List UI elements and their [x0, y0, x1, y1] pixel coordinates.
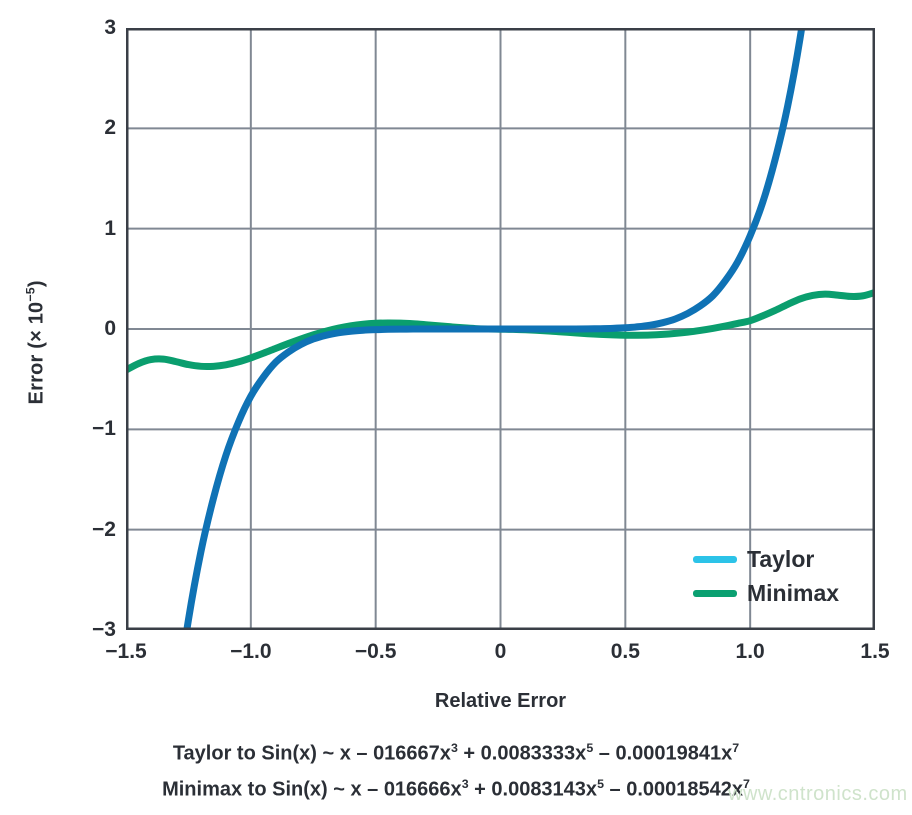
- caption-minimax-mid2: – 0.00018542x: [603, 778, 743, 801]
- x-tick-label: 0.5: [610, 640, 640, 663]
- y-tick-label: −2: [92, 517, 116, 541]
- caption-taylor-mid1: + 0.0083333x: [457, 742, 587, 765]
- x-tick-label: 1.0: [735, 640, 765, 663]
- caption-minimax-exp3: 7: [743, 776, 750, 791]
- legend-label-taylor: Taylor: [747, 545, 815, 572]
- y-axis-title: Error (× 10−5): [24, 212, 49, 472]
- chart-legend: Taylor Minimax: [693, 543, 839, 609]
- series-line-taylor: [183, 28, 806, 630]
- y-axis-title-pre: Error (× 10: [25, 301, 48, 405]
- x-tick-label: 0: [494, 640, 507, 663]
- caption-taylor-exp3: 7: [732, 741, 740, 755]
- caption-minimax-mid1: + 0.0083143x: [468, 778, 598, 801]
- x-tick-label: 1.5: [860, 640, 890, 663]
- caption-taylor-exp1: 3: [450, 741, 458, 755]
- y-axis-title-post: ): [25, 280, 48, 288]
- plot-area: [126, 28, 875, 630]
- y-tick-label: 1: [104, 216, 116, 240]
- y-axis-tick-labels: 3 2 1 0 −1 −2 −3: [60, 0, 116, 815]
- y-tick-label: 3: [104, 16, 116, 39]
- legend-item-taylor[interactable]: Taylor: [693, 543, 839, 575]
- legend-item-minimax[interactable]: Minimax: [693, 577, 839, 609]
- caption-minimax-exp2: 5: [597, 776, 604, 791]
- x-tick-label: −1.5: [105, 640, 147, 663]
- x-axis-title: Relative Error: [434, 690, 567, 712]
- caption-taylor-mid2: – 0.00019841x: [593, 742, 733, 765]
- caption-minimax-exp1: 3: [461, 776, 469, 791]
- y-tick-label: −1: [92, 417, 116, 441]
- plot-svg: [126, 28, 875, 630]
- x-tick-label: −0.5: [354, 640, 397, 663]
- y-tick-label: 2: [104, 116, 116, 140]
- y-tick-label: 0: [104, 317, 116, 340]
- series-lines: [126, 28, 875, 630]
- caption-line-minimax: Minimax to Sin(x) ~ x – 016666x3 + 0.008…: [0, 769, 912, 805]
- chart-caption: Taylor to Sin(x) ~ x – 016667x3 + 0.0083…: [0, 733, 912, 804]
- watermark: www.cntronics.com: [728, 783, 908, 805]
- legend-swatch-minimax: [693, 589, 737, 597]
- plot-frame: [126, 28, 875, 630]
- x-tick-label: −1.0: [230, 640, 272, 663]
- caption-minimax-pre: Minimax to Sin(x) ~ x – 016666x: [162, 778, 462, 801]
- legend-label-minimax: Minimax: [747, 579, 840, 606]
- y-axis-title-exponent: −5: [23, 287, 38, 302]
- caption-taylor-exp2: 5: [586, 741, 594, 755]
- y-tick-label: −3: [92, 618, 116, 641]
- legend-swatch-taylor: [693, 555, 737, 563]
- caption-line-taylor: Taylor to Sin(x) ~ x – 016667x3 + 0.0083…: [0, 733, 912, 769]
- caption-taylor-pre: Taylor to Sin(x) ~ x – 016667x: [172, 742, 451, 765]
